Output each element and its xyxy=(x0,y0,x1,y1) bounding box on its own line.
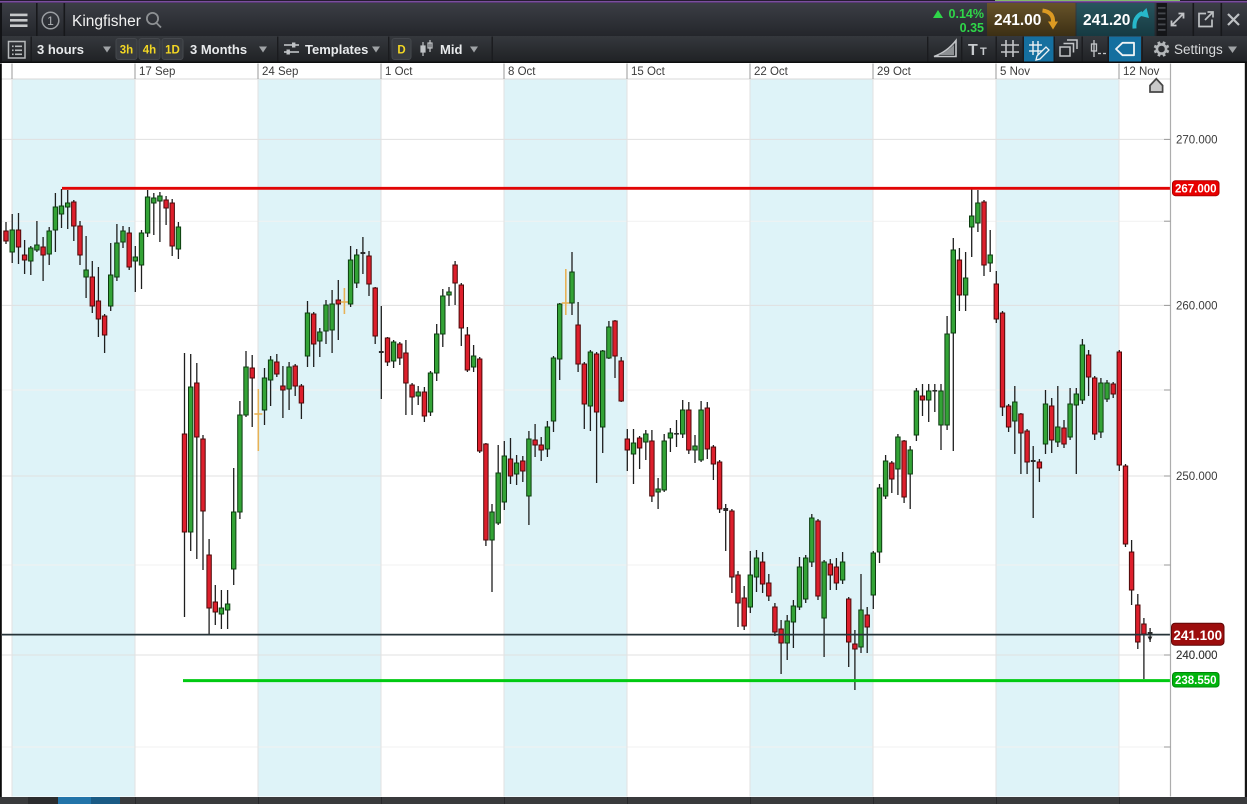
svg-text:8 Oct: 8 Oct xyxy=(508,66,536,78)
svg-text:1: 1 xyxy=(47,14,54,28)
svg-text:270.000: 270.000 xyxy=(1176,134,1218,146)
svg-text:3h: 3h xyxy=(120,45,133,57)
svg-text:241.100: 241.100 xyxy=(1173,628,1222,643)
svg-text:250.000: 250.000 xyxy=(1176,471,1218,483)
svg-text:4h: 4h xyxy=(143,45,156,57)
svg-text:T: T xyxy=(980,46,987,58)
svg-text:3 Months: 3 Months xyxy=(190,42,247,57)
svg-text:238.550: 238.550 xyxy=(1175,675,1217,687)
svg-text:12 Nov: 12 Nov xyxy=(1123,66,1160,78)
svg-text:Kingfisher: Kingfisher xyxy=(72,13,141,30)
svg-text:Settings: Settings xyxy=(1174,42,1223,57)
svg-text:267.000: 267.000 xyxy=(1175,184,1217,196)
svg-text:29 Oct: 29 Oct xyxy=(877,66,912,78)
svg-text:1D: 1D xyxy=(165,45,180,57)
svg-text:15 Oct: 15 Oct xyxy=(631,66,666,78)
svg-text:241.00: 241.00 xyxy=(994,12,1041,29)
svg-text:17 Sep: 17 Sep xyxy=(139,66,175,78)
svg-text:240.000: 240.000 xyxy=(1176,650,1218,662)
svg-text:0.14%: 0.14% xyxy=(949,7,984,21)
svg-text:240.000: 240.000 xyxy=(1176,650,1218,662)
svg-text:Mid: Mid xyxy=(440,42,462,57)
svg-text:1 Oct: 1 Oct xyxy=(385,66,413,78)
svg-text:D: D xyxy=(397,45,405,57)
svg-text:Templates: Templates xyxy=(305,42,368,57)
svg-text:T: T xyxy=(968,42,978,59)
svg-text:241.20: 241.20 xyxy=(1083,12,1130,29)
svg-text:0.35: 0.35 xyxy=(960,21,984,35)
svg-text:5 Nov: 5 Nov xyxy=(1000,66,1030,78)
svg-text:22 Oct: 22 Oct xyxy=(754,66,789,78)
svg-text:3 hours: 3 hours xyxy=(37,42,84,57)
svg-text:24 Sep: 24 Sep xyxy=(262,66,298,78)
svg-text:260.000: 260.000 xyxy=(1176,300,1218,312)
